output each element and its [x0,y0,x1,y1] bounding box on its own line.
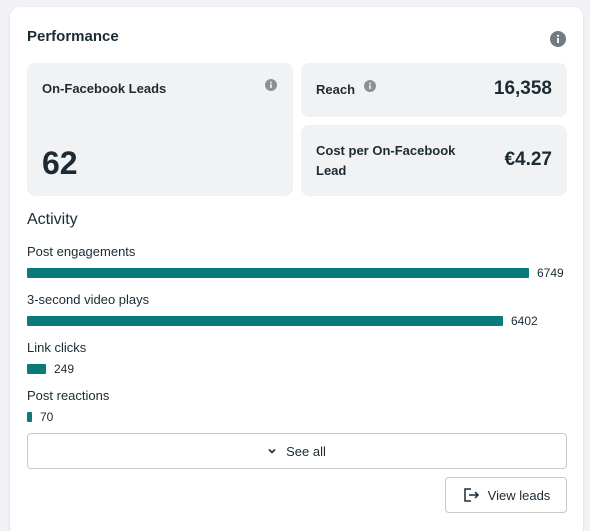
metric-value: 249 [54,362,75,376]
leads-tile: On-Facebook Leads 62 [27,63,293,196]
reach-tile: Reach 16,358 [301,63,567,117]
metric-row: Link clicks 249 [27,340,572,377]
view-leads-button[interactable]: View leads [445,477,567,513]
metric-value: 70 [40,410,54,424]
cost-label: Cost per On-Facebook Lead [316,141,455,181]
metric-bar [27,268,529,278]
metric-label: Post reactions [27,388,110,403]
see-all-button[interactable]: See all [27,433,567,469]
metric-bar [27,316,503,326]
cost-label-line2: Lead [316,163,347,178]
cost-value: €4.27 [504,149,552,170]
metric-label: Link clicks [27,340,87,355]
export-icon [462,487,480,503]
activity-title: Activity [27,211,78,228]
metric-row: Post reactions 70 [27,388,572,425]
reach-value: 16,358 [493,78,552,99]
leads-label: On-Facebook Leads [42,81,167,96]
view-leads-label: View leads [487,487,551,503]
info-icon[interactable] [550,31,566,47]
performance-card: Performance On-Facebook Leads 62 Reach 1… [10,7,583,531]
metric-bar [27,364,46,374]
info-icon[interactable] [364,80,376,92]
metric-row: Post engagements 6749 [27,244,572,281]
card-title: Performance [27,28,119,45]
metric-row: 3-second video plays 6402 [27,292,572,329]
metric-value: 6749 [537,266,564,280]
metric-label: Post engagements [27,244,136,259]
leads-value: 62 [42,145,78,181]
metric-label: 3-second video plays [27,292,150,307]
see-all-label: See all [286,443,326,459]
cost-label-line1: Cost per On-Facebook [316,143,456,158]
metric-bar [27,412,32,422]
metric-value: 6402 [511,314,538,328]
reach-label: Reach [316,82,356,97]
chevron-down-icon [268,448,276,454]
cost-tile: Cost per On-Facebook Lead €4.27 [301,125,567,196]
info-icon[interactable] [265,79,277,91]
